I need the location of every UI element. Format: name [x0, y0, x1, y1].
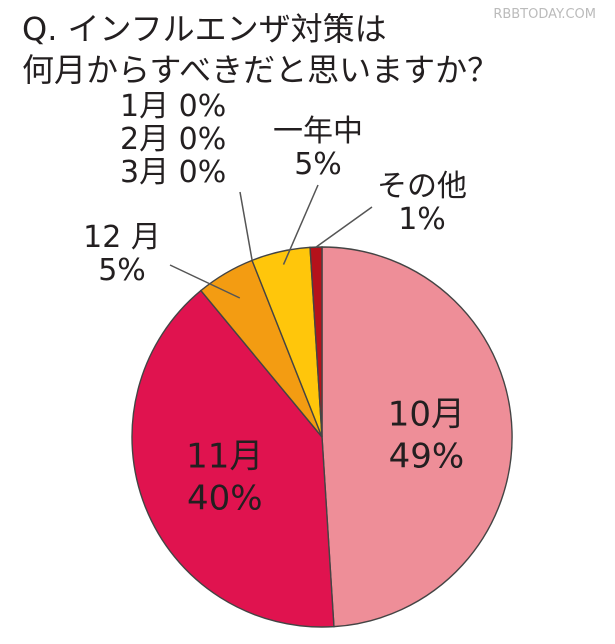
slice-label-category-2: 12 月 [83, 220, 161, 255]
leader-line-6 [282, 184, 319, 265]
pie-slice-0 [321, 246, 513, 628]
slice-label-category-0: 10月 [388, 395, 465, 435]
pie-slices [131, 246, 513, 628]
leader-line-7 [315, 206, 373, 248]
chart-title-line-2: 何月からすべきだと思いますか？ [22, 51, 499, 89]
pie-slice-1 [131, 289, 335, 628]
watermark: RBBTODAY.COM [493, 7, 596, 22]
slice-label-4: 2月 0% [120, 122, 226, 157]
slice-label-3: 1月 0% [120, 89, 226, 124]
slice-label-value-2: 5% [98, 253, 146, 288]
slice-label-category-6: 一年中 [273, 114, 363, 149]
slice-label-category-1: 11月 [186, 437, 263, 477]
leader-line-2 [169, 264, 241, 299]
slice-label-category-7: その他 [377, 169, 467, 204]
chart-title-line-1: Q. インフルエンザ対策は [22, 10, 387, 48]
slice-label-value-1: 40% [187, 479, 263, 519]
leader-lines [169, 184, 373, 299]
slice-label-value-0: 49% [389, 437, 465, 477]
slice-label-value-7: 1% [398, 202, 446, 237]
chart-title: Q. インフルエンザ対策は 何月からすべきだと思いますか？ [22, 10, 499, 89]
slice-label-5: 3月 0% [120, 155, 226, 190]
leader-line-1-3 [239, 191, 253, 261]
slice-label-value-6: 5% [294, 147, 342, 182]
